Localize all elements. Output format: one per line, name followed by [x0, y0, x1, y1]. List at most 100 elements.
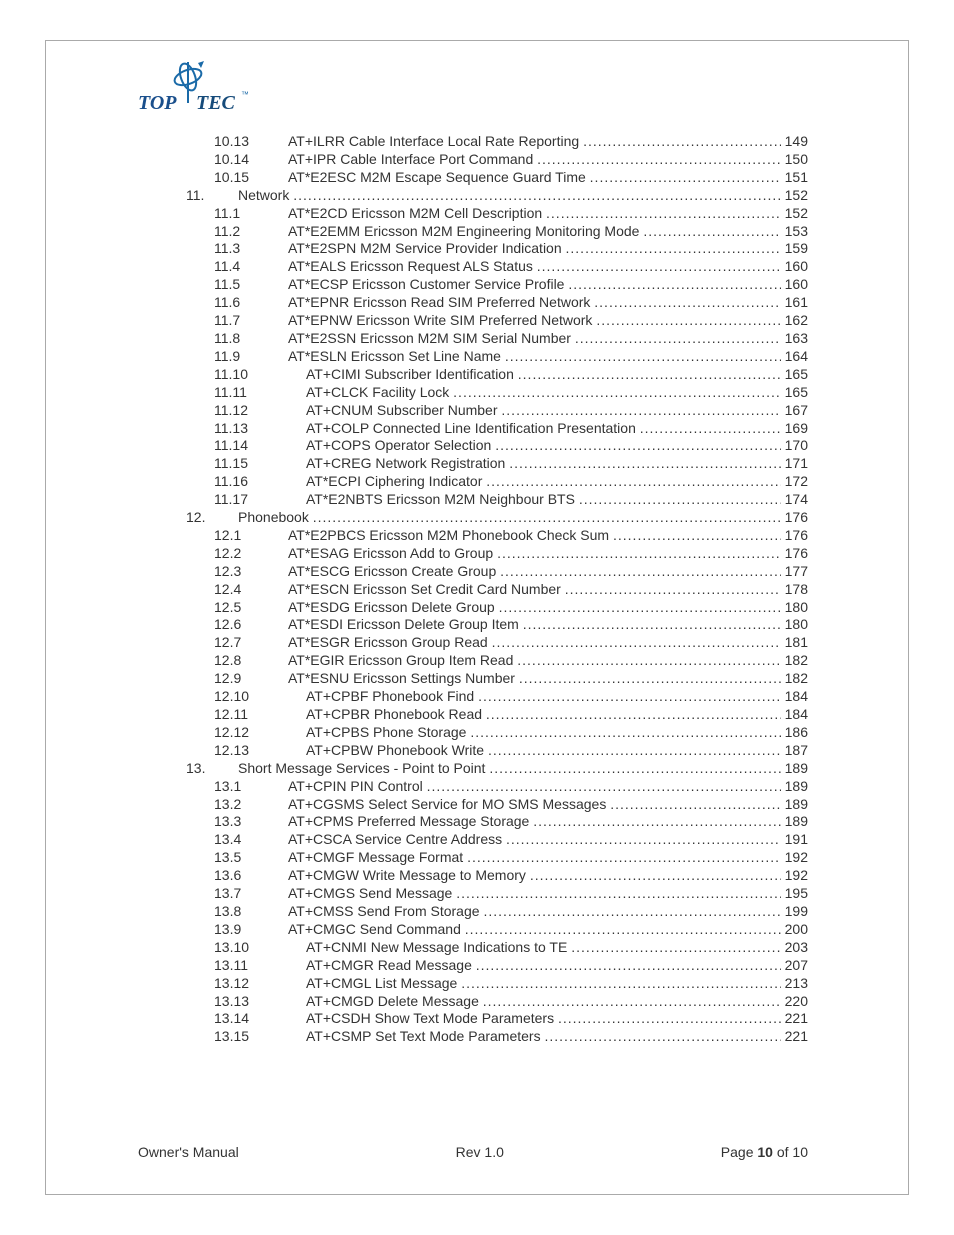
- toc-leader-dots: [492, 634, 781, 652]
- toc-leader-dots: [501, 402, 780, 420]
- toc-page: 176: [781, 545, 808, 563]
- toc-leader-dots: [465, 921, 781, 939]
- toc-page: 189: [781, 760, 808, 778]
- toc-leader-dots: [613, 527, 781, 545]
- toc-row: 12.Phonebook 176: [186, 509, 808, 527]
- toc-title: AT+CPMS Preferred Message Storage: [288, 813, 529, 831]
- toc-leader-dots: [575, 330, 781, 348]
- toc-title: AT+CSCA Service Centre Address: [288, 831, 502, 849]
- toc-leader-dots: [453, 384, 780, 402]
- toc-title: AT*ECPI Ciphering Indicator: [306, 473, 482, 491]
- toc-number: 12.6: [186, 616, 288, 634]
- toc-leader-dots: [489, 760, 780, 778]
- toc-row: 13.9AT+CMGC Send Command 200: [186, 921, 808, 939]
- toc-number: 12.4: [186, 581, 288, 599]
- toc-title: Network: [238, 187, 289, 205]
- logo-text-tec: TEC: [196, 92, 236, 114]
- toc-number: 13.7: [186, 885, 288, 903]
- toc-title: AT*ESAG Ericsson Add to Group: [288, 545, 493, 563]
- toc-page: 181: [781, 634, 808, 652]
- toc-row: 13.10AT+CNMI New Message Indications to …: [186, 939, 808, 957]
- toc-leader-dots: [483, 903, 780, 921]
- toc-number: 12.7: [186, 634, 288, 652]
- toc-title: AT*ESCN Ericsson Set Credit Card Number: [288, 581, 561, 599]
- toc-row: 13.7AT+CMGS Send Message 195: [186, 885, 808, 903]
- toc-page: 184: [781, 688, 808, 706]
- toc-row: 10.13AT+ILRR Cable Interface Local Rate …: [186, 133, 808, 151]
- toc-number: 13.4: [186, 831, 288, 849]
- toc-number: 13.14: [186, 1010, 306, 1028]
- toc-number: 11.8: [186, 330, 288, 348]
- toc-title: AT*EPNW Ericsson Write SIM Preferred Net…: [288, 312, 592, 330]
- toc-leader-dots: [486, 473, 780, 491]
- toc-leader-dots: [568, 276, 780, 294]
- toc-row: 12.3AT*ESCG Ericsson Create Group 177: [186, 563, 808, 581]
- toc-row: 12.5AT*ESDG Ericsson Delete Group 180: [186, 599, 808, 617]
- toc-leader-dots: [565, 581, 781, 599]
- toc-number: 13.9: [186, 921, 288, 939]
- toc-title: AT*E2SPN M2M Service Provider Indication: [288, 240, 562, 258]
- toc-row: 11.1AT*E2CD Ericsson M2M Cell Descriptio…: [186, 205, 808, 223]
- toc-title: AT+COPS Operator Selection: [306, 437, 491, 455]
- toc-row: 11.16AT*ECPI Ciphering Indicator 172: [186, 473, 808, 491]
- footer-left: Owner's Manual: [138, 1144, 239, 1160]
- toc-row: 13.11AT+CMGR Read Message 207: [186, 957, 808, 975]
- toc-number: 13.8: [186, 903, 288, 921]
- toc-row: 13.5AT+CMGF Message Format 192: [186, 849, 808, 867]
- toc-leader-dots: [509, 455, 780, 473]
- toc-number: 12.5: [186, 599, 288, 617]
- toc-leader-dots: [293, 187, 780, 205]
- toc-number: 11.1: [186, 205, 288, 223]
- toc-title: AT*ESDI Ericsson Delete Group Item: [288, 616, 519, 634]
- toc-number: 10.15: [186, 169, 288, 187]
- toc-number: 13.: [186, 760, 238, 778]
- toc-title: AT+IPR Cable Interface Port Command: [288, 151, 533, 169]
- toc-page: 167: [781, 402, 808, 420]
- footer-page: Page 10 of 10: [721, 1144, 808, 1160]
- toc-row: 13.15AT+CSMP Set Text Mode Parameters 22…: [186, 1028, 808, 1046]
- toc-row: 11.Network 152: [186, 187, 808, 205]
- toc-number: 12.10: [186, 688, 306, 706]
- toc-leader-dots: [571, 939, 780, 957]
- toc-page: 151: [781, 169, 808, 187]
- toc-page: 180: [781, 599, 808, 617]
- toc-title: AT+CREG Network Registration: [306, 455, 505, 473]
- toc-row: 10.15AT*E2ESC M2M Escape Sequence Guard …: [186, 169, 808, 187]
- toc-number: 11.10: [186, 366, 306, 384]
- toc-number: 12.11: [186, 706, 306, 724]
- toc-page: 150: [781, 151, 808, 169]
- toc-number: 11.3: [186, 240, 288, 258]
- toc-page: 171: [781, 455, 808, 473]
- logo: TOP TEC ™: [138, 59, 248, 119]
- toc-leader-dots: [517, 652, 780, 670]
- toc-page: 153: [781, 223, 808, 241]
- toc-page: 178: [781, 581, 808, 599]
- toc-page: 152: [781, 187, 808, 205]
- toc-number: 11.11: [186, 384, 306, 402]
- toc-number: 10.13: [186, 133, 288, 151]
- toc-number: 13.15: [186, 1028, 306, 1046]
- toc-title: AT+CNUM Subscriber Number: [306, 402, 498, 420]
- toc-title: AT*E2SSN Ericsson M2M SIM Serial Number: [288, 330, 571, 348]
- toc-number: 11.4: [186, 258, 288, 276]
- toc-number: 13.12: [186, 975, 306, 993]
- toc-title: AT+ILRR Cable Interface Local Rate Repor…: [288, 133, 579, 151]
- toc-leader-dots: [467, 849, 781, 867]
- toc-title: AT*E2ESC M2M Escape Sequence Guard Time: [288, 169, 586, 187]
- toc-number: 13.2: [186, 796, 288, 814]
- toc-leader-dots: [583, 133, 781, 151]
- toc-page: 189: [781, 778, 808, 796]
- toc-title: AT+CLCK Facility Lock: [306, 384, 449, 402]
- toc-leader-dots: [594, 294, 780, 312]
- toc-page: 165: [781, 384, 808, 402]
- toc-title: AT*E2PBCS Ericsson M2M Phonebook Check S…: [288, 527, 609, 545]
- footer-center: Rev 1.0: [456, 1144, 504, 1160]
- toc-row: 13.3AT+CPMS Preferred Message Storage 18…: [186, 813, 808, 831]
- toc-number: 11.2: [186, 223, 288, 241]
- toc-page: 213: [781, 975, 808, 993]
- toc-title: AT+CMGR Read Message: [306, 957, 472, 975]
- toc-leader-dots: [566, 240, 781, 258]
- toc-leader-dots: [518, 366, 781, 384]
- toc-leader-dots: [476, 957, 781, 975]
- toc-page: 163: [781, 330, 808, 348]
